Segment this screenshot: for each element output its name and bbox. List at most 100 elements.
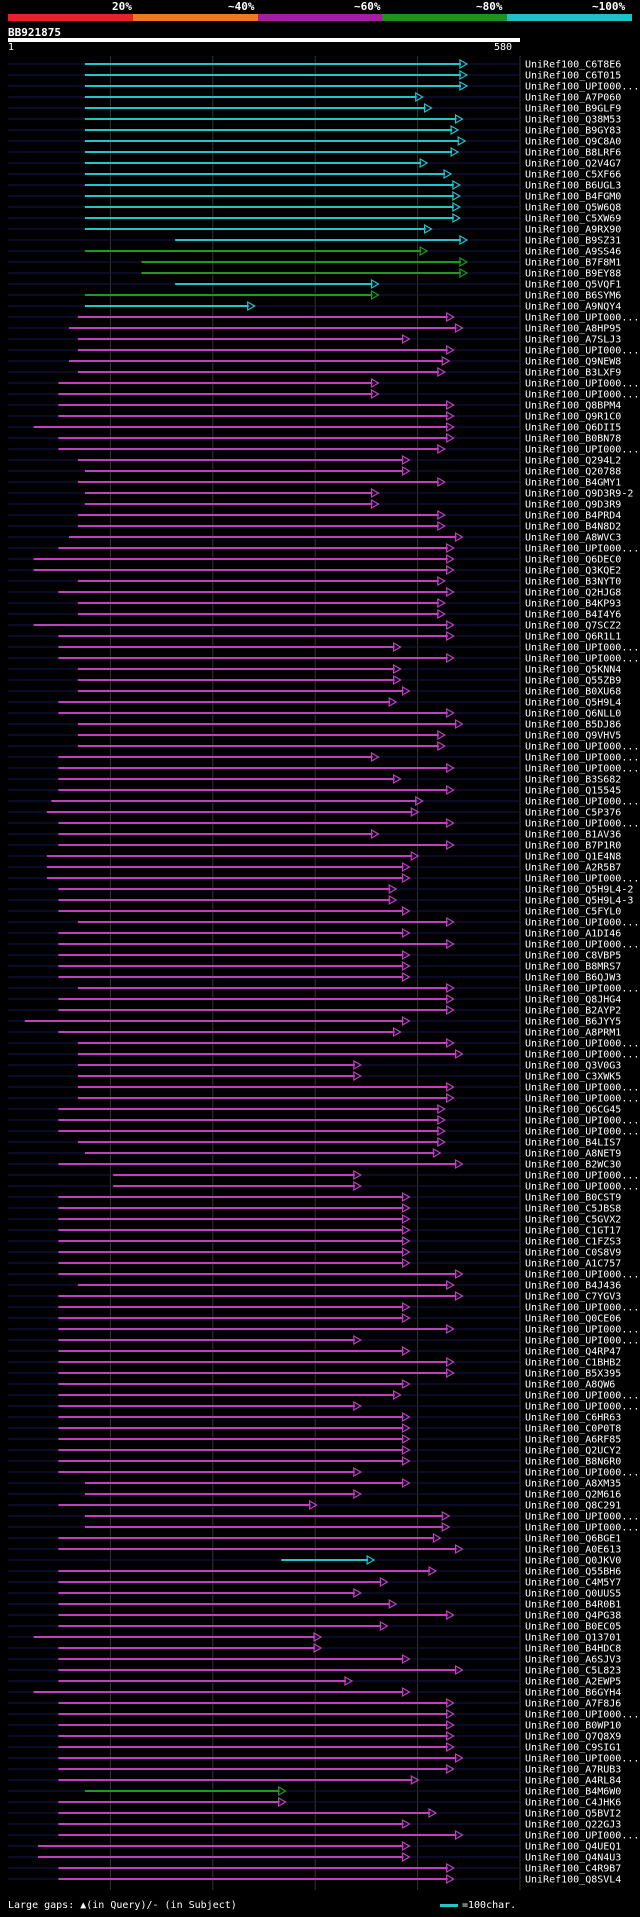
hit-row[interactable]: UniRef100_Q9R1C0 xyxy=(58,410,621,423)
hit-label[interactable]: UniRef100_UPI000... xyxy=(525,940,639,951)
hit-label[interactable]: UniRef100_C5XF66 xyxy=(525,170,621,181)
hit-label[interactable]: UniRef100_Q8JHG4 xyxy=(525,995,621,1006)
hit-row[interactable]: UniRef100_UPI000... xyxy=(77,982,640,995)
hit-label[interactable]: UniRef100_Q0UUS5 xyxy=(525,1589,621,1600)
hit-label[interactable]: UniRef100_UPI000... xyxy=(525,82,639,93)
hit-label[interactable]: UniRef100_C0S8V9 xyxy=(525,1248,621,1259)
hit-row[interactable]: UniRef100_UPI000... xyxy=(113,1180,639,1193)
hit-row[interactable]: UniRef100_B4HDC8 xyxy=(58,1642,621,1655)
hit-row[interactable]: UniRef100_UPI000... xyxy=(113,1169,639,1182)
hit-row[interactable]: UniRef100_B6QJW3 xyxy=(58,971,621,984)
hit-label[interactable]: UniRef100_Q8C291 xyxy=(525,1501,621,1512)
hit-row[interactable]: UniRef100_A8XM35 xyxy=(84,1477,621,1490)
hit-label[interactable]: UniRef100_C1BHB2 xyxy=(525,1358,621,1369)
hit-row[interactable]: UniRef100_Q5VQF1 xyxy=(175,278,621,291)
hit-row[interactable]: UniRef100_UPI000... xyxy=(58,1829,639,1842)
hit-row[interactable]: UniRef100_A8QW6 xyxy=(58,1378,615,1391)
hit-label[interactable]: UniRef100_C0P0T8 xyxy=(525,1424,621,1435)
hit-label[interactable]: UniRef100_C5FYL0 xyxy=(525,907,621,918)
hit-label[interactable]: UniRef100_Q3V0G3 xyxy=(525,1061,621,1072)
hit-row[interactable]: UniRef100_Q7Q8X9 xyxy=(58,1730,621,1743)
hit-label[interactable]: UniRef100_Q2UCY2 xyxy=(525,1446,621,1457)
hit-label[interactable]: UniRef100_UPI000... xyxy=(525,1710,639,1721)
hit-label[interactable]: UniRef100_C9SIG1 xyxy=(525,1743,621,1754)
hit-label[interactable]: UniRef100_Q6NLL0 xyxy=(525,709,621,720)
hit-row[interactable]: UniRef100_C5JBS8 xyxy=(58,1202,621,1215)
hit-row[interactable]: UniRef100_C4M5Y7 xyxy=(58,1576,621,1589)
hit-row[interactable]: UniRef100_UPI000... xyxy=(77,344,640,357)
hit-row[interactable]: UniRef100_B7P1R0 xyxy=(58,839,621,852)
hit-row[interactable]: UniRef100_B3NYT0 xyxy=(77,575,621,588)
hit-label[interactable]: UniRef100_B6UGL3 xyxy=(525,181,621,192)
hit-row[interactable]: UniRef100_C1FZS3 xyxy=(58,1235,621,1248)
hit-label[interactable]: UniRef100_UPI000... xyxy=(525,1468,639,1479)
hit-label[interactable]: UniRef100_Q55BH6 xyxy=(525,1567,621,1578)
hit-label[interactable]: UniRef100_Q4RP47 xyxy=(525,1347,621,1358)
hit-label[interactable]: UniRef100_A9RX90 xyxy=(525,225,621,236)
hit-label[interactable]: UniRef100_B8MRS7 xyxy=(525,962,621,973)
hit-row[interactable]: UniRef100_Q294L2 xyxy=(77,454,621,467)
hit-row[interactable]: UniRef100_Q6DII5 xyxy=(33,421,622,434)
hit-row[interactable]: UniRef100_Q2UCY2 xyxy=(58,1444,621,1457)
hit-row[interactable]: UniRef100_B9SZ31 xyxy=(175,234,621,247)
hit-row[interactable]: UniRef100_Q3KQE2 xyxy=(33,564,622,577)
hit-label[interactable]: UniRef100_UPI000... xyxy=(525,1831,639,1842)
hit-label[interactable]: UniRef100_Q9R1C0 xyxy=(525,412,621,423)
hit-row[interactable]: UniRef100_B0XU68 xyxy=(77,685,621,698)
hit-label[interactable]: UniRef100_B4GMY1 xyxy=(525,478,621,489)
hit-label[interactable]: UniRef100_UPI000... xyxy=(525,1523,639,1534)
hit-row[interactable]: UniRef100_Q55BH6 xyxy=(58,1565,621,1578)
hit-row[interactable]: UniRef100_UPI000... xyxy=(84,80,639,93)
hit-label[interactable]: UniRef100_Q6CG45 xyxy=(525,1105,621,1116)
hit-row[interactable]: UniRef100_A2EWP5 xyxy=(58,1675,621,1688)
hit-row[interactable]: UniRef100_C6HR63 xyxy=(58,1411,621,1424)
hit-label[interactable]: UniRef100_C4M5Y7 xyxy=(525,1578,621,1589)
hit-row[interactable]: UniRef100_UPI000... xyxy=(77,1081,640,1094)
hit-label[interactable]: UniRef100_B4KP93 xyxy=(525,599,621,610)
hit-label[interactable]: UniRef100_C4R9B7 xyxy=(525,1864,621,1875)
hit-label[interactable]: UniRef100_B7F8M1 xyxy=(525,258,621,269)
hit-label[interactable]: UniRef100_Q5W6Q8 xyxy=(525,203,621,214)
hit-label[interactable]: UniRef100_A7RUB3 xyxy=(525,1765,621,1776)
hit-label[interactable]: UniRef100_Q4UEQ1 xyxy=(525,1842,621,1853)
hit-label[interactable]: UniRef100_B4N8D2 xyxy=(525,522,621,533)
hit-label[interactable]: UniRef100_UPI000... xyxy=(525,1754,639,1765)
hit-row[interactable]: UniRef100_Q2HJG8 xyxy=(58,586,621,599)
hit-label[interactable]: UniRef100_UPI000... xyxy=(525,874,639,885)
hit-label[interactable]: UniRef100_Q2V4G7 xyxy=(525,159,621,170)
hit-row[interactable]: UniRef100_B6UGL3 xyxy=(84,179,621,192)
hit-label[interactable]: UniRef100_UPI000... xyxy=(525,1336,639,1347)
hit-label[interactable]: UniRef100_UPI000... xyxy=(525,918,639,929)
hit-row[interactable]: UniRef100_A7SLJ3 xyxy=(77,333,621,346)
hit-row[interactable]: UniRef100_Q15545 xyxy=(58,784,621,797)
hit-label[interactable]: UniRef100_C6HR63 xyxy=(525,1413,621,1424)
hit-row[interactable]: UniRef100_UPI000... xyxy=(77,740,640,753)
hit-row[interactable]: UniRef100_B0EC05 xyxy=(58,1620,621,1633)
hit-label[interactable]: UniRef100_B6QJW3 xyxy=(525,973,621,984)
hit-label[interactable]: UniRef100_Q5H9L4 xyxy=(525,698,621,709)
hit-row[interactable]: UniRef100_UPI000... xyxy=(77,916,640,929)
hit-label[interactable]: UniRef100_B4R0B1 xyxy=(525,1600,621,1611)
hit-row[interactable]: UniRef100_B9EY88 xyxy=(141,267,622,280)
hit-label[interactable]: UniRef100_UPI000... xyxy=(525,764,639,775)
hit-row[interactable]: UniRef100_Q5KNN4 xyxy=(77,663,621,676)
hit-row[interactable]: UniRef100_C5GVX2 xyxy=(58,1213,621,1226)
hit-row[interactable]: UniRef100_Q20788 xyxy=(84,465,621,478)
hit-row[interactable]: UniRef100_UPI000... xyxy=(58,443,639,456)
hit-label[interactable]: UniRef100_UPI000... xyxy=(525,1094,639,1105)
hit-row[interactable]: UniRef100_C0P0T8 xyxy=(58,1422,621,1435)
hit-label[interactable]: UniRef100_Q9NEW8 xyxy=(525,357,621,368)
hit-label[interactable]: UniRef100_Q6DII5 xyxy=(525,423,621,434)
hit-label[interactable]: UniRef100_UPI000... xyxy=(525,742,639,753)
hit-label[interactable]: UniRef100_C7YGV3 xyxy=(525,1292,621,1303)
hit-row[interactable]: UniRef100_Q4PG38 xyxy=(58,1609,621,1622)
hit-row[interactable]: UniRef100_UPI000... xyxy=(51,795,639,808)
hit-row[interactable]: UniRef100_A2R5B7 xyxy=(46,861,621,874)
hit-row[interactable]: UniRef100_UPI000... xyxy=(58,938,639,951)
hit-label[interactable]: UniRef100_B0CST9 xyxy=(525,1193,621,1204)
hit-label[interactable]: UniRef100_UPI000... xyxy=(525,753,639,764)
hit-label[interactable]: UniRef100_Q6DEC0 xyxy=(525,555,621,566)
hit-row[interactable]: UniRef100_B6SYM6 xyxy=(84,289,621,302)
hit-row[interactable]: UniRef100_B4I4Y6 xyxy=(77,608,621,621)
hit-label[interactable]: UniRef100_UPI000... xyxy=(525,1039,639,1050)
